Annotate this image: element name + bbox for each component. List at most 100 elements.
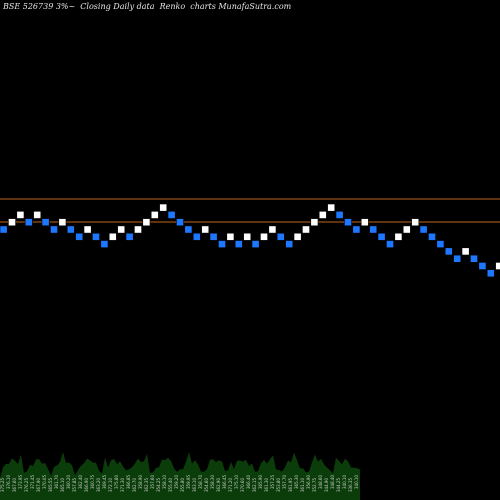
- volume-label: 366.90: [84, 478, 89, 492]
- renko-brick: [335, 211, 344, 219]
- renko-brick: [276, 232, 285, 241]
- volume-label: 361.95: [288, 478, 293, 492]
- renko-brick: [83, 225, 92, 234]
- renko-brick: [75, 232, 84, 241]
- renko-brick: [428, 232, 436, 241]
- renko-brick: [293, 232, 302, 241]
- volume-label: 375.80: [114, 475, 119, 489]
- volume-label: 358.90: [138, 475, 143, 489]
- renko-brick: [16, 211, 25, 219]
- renko-brick: [419, 225, 428, 234]
- volume-label: 344.25: [336, 478, 341, 492]
- renko-brick: [453, 254, 462, 263]
- renko-brick: [50, 225, 58, 234]
- renko-brick: [318, 211, 327, 219]
- volume-label: 358.70: [198, 475, 203, 489]
- renko-brick: [369, 225, 378, 234]
- renko-brick: [192, 232, 201, 241]
- renko-brick: [226, 232, 235, 241]
- renko-brick: [209, 232, 218, 241]
- volume-label: 359.95: [186, 475, 191, 489]
- renko-brick: [100, 240, 109, 248]
- renko-brick: [344, 218, 352, 227]
- volume-label: 357.70: [282, 475, 287, 489]
- volume-label: 362.35: [144, 478, 149, 492]
- volume-label: 356.90: [306, 475, 311, 489]
- volume-labels: 375.25 376.10 367.60 373.95 376.25 371.45 367.…: [0, 475, 359, 492]
- renko-brick: [436, 240, 445, 248]
- chart-title: BSE 526739 3%~ Closing Daily data Renko …: [3, 2, 292, 11]
- renko-brick: [394, 232, 403, 241]
- volume-label: 367.60: [12, 478, 17, 492]
- renko-brick: [58, 218, 67, 227]
- renko-brick: [411, 218, 420, 227]
- volume-label: 353.80: [276, 478, 281, 492]
- renko-brick: [92, 232, 100, 241]
- volume-label: 362.40: [78, 475, 83, 489]
- renko-brick: [495, 262, 500, 270]
- volume-label: 340.10: [342, 475, 347, 489]
- volume-label: 376.25: [24, 478, 29, 492]
- renko-brick: [260, 232, 268, 241]
- reference-lines: [0, 198, 500, 223]
- renko-brick: [302, 225, 310, 234]
- renko-brick: [310, 218, 319, 227]
- volume-label: 365.90: [258, 475, 263, 489]
- volume-label: 358.10: [162, 475, 167, 489]
- renko-brick: [117, 225, 126, 234]
- volume-label: 344.90: [324, 478, 329, 492]
- volume-label: 352.75: [312, 478, 317, 492]
- renko-brick: [461, 247, 470, 256]
- volume-label: 375.10: [234, 475, 239, 489]
- volume-label: 355.40: [168, 478, 173, 492]
- renko-brick: [66, 225, 75, 234]
- volume-label: 362.90: [216, 478, 221, 492]
- renko-brick: [142, 218, 151, 227]
- volume-label: 366.40: [246, 475, 251, 489]
- renko-brick: [134, 225, 142, 234]
- renko-brick: [360, 218, 369, 227]
- volume-label: 363.10: [192, 478, 197, 492]
- volume-label: 358.30: [210, 475, 215, 489]
- renko-brick: [24, 218, 33, 227]
- renko-brick: [108, 232, 117, 241]
- volume-label: 361.70: [54, 475, 59, 489]
- volume-label: 373.95: [18, 475, 23, 489]
- volume-label: 357.85: [72, 478, 77, 492]
- renko-brick: [377, 232, 386, 241]
- volume-label: 367.90: [36, 478, 41, 492]
- renko-brick: [234, 240, 243, 248]
- renko-brick: [402, 225, 411, 234]
- volume-label: 340.10: [354, 475, 359, 489]
- renko-brick: [444, 247, 453, 256]
- renko-brick: [243, 232, 252, 241]
- volume-label: 359.20: [174, 475, 179, 489]
- volume-label: 370.05: [42, 475, 47, 489]
- renko-brick: [470, 254, 478, 263]
- volume-label: 348.60: [318, 475, 323, 489]
- renko-brick: [218, 240, 226, 248]
- volume-label: 354.25: [156, 478, 161, 492]
- renko-brick: [285, 240, 294, 248]
- renko-brick: [386, 240, 394, 248]
- volume-label: 366.85: [126, 475, 131, 489]
- volume-area-shape: [0, 452, 360, 500]
- renko-brick: [0, 225, 8, 234]
- volume-label: 369.45: [102, 475, 107, 489]
- renko-brick: [251, 240, 260, 248]
- volume-label: 354.60: [204, 478, 209, 492]
- volume-label: 365.55: [48, 478, 53, 492]
- volume-label: 348.40: [330, 475, 335, 489]
- volume-label: 371.20: [228, 478, 233, 492]
- volume-label: 357.60: [150, 475, 155, 489]
- renko-brick: [478, 262, 487, 270]
- renko-brick: [8, 218, 16, 227]
- volume-label: 362.70: [132, 478, 137, 492]
- volume-label: 362.15: [252, 478, 257, 492]
- volume-label: 375.25: [0, 478, 5, 492]
- volume-label: 370.60: [240, 478, 245, 492]
- volume-label: 355.80: [180, 478, 185, 492]
- renko-brick: [201, 225, 210, 234]
- volume-label: 371.45: [30, 475, 35, 489]
